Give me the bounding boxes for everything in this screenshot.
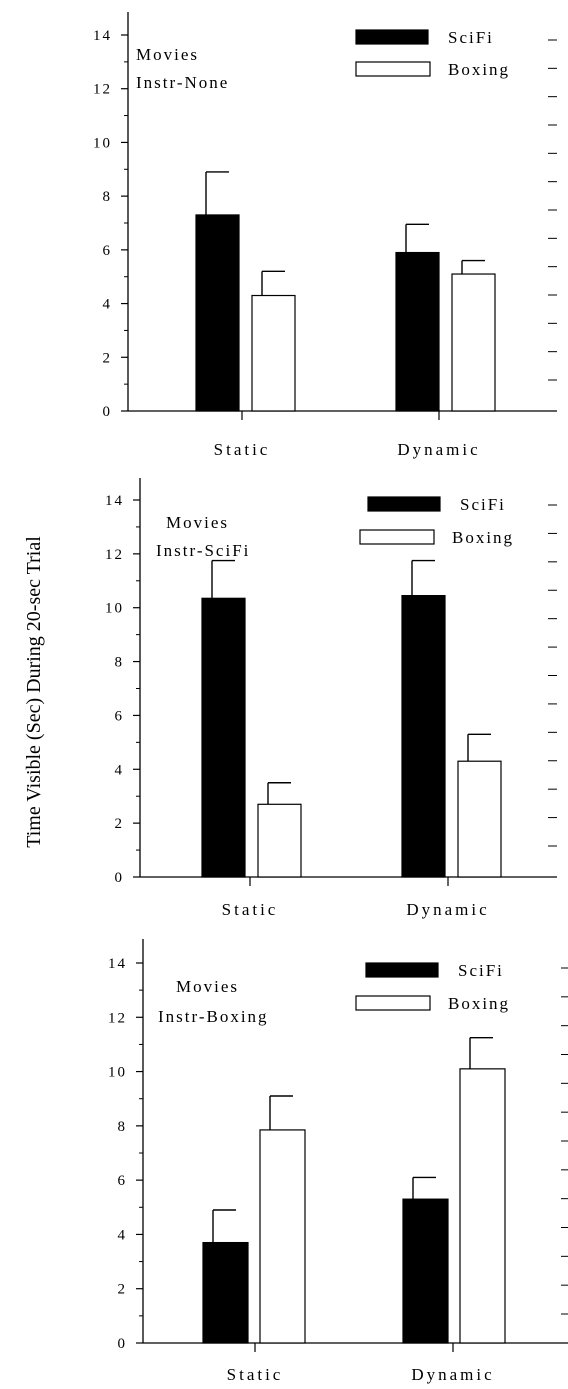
y-tick-label: 14	[108, 956, 127, 972]
y-tick-label: 4	[103, 297, 113, 313]
legend-label-scifi: SciFi	[458, 961, 504, 980]
legend-swatch-boxing	[355, 995, 431, 1011]
y-tick-label: 10	[105, 601, 124, 617]
bar-scifi-dynamic	[395, 251, 440, 412]
y-tick-label: 8	[103, 189, 113, 205]
legend-swatch-scifi	[367, 496, 441, 512]
bar-boxing-static	[259, 1129, 306, 1344]
bar-scifi-static	[195, 214, 240, 412]
y-tick-label: 6	[118, 1173, 128, 1189]
bar-scifi-static	[202, 1241, 249, 1344]
bar-boxing-dynamic	[459, 1068, 506, 1344]
panel-annotation: Movies	[136, 45, 199, 64]
bar-scifi-dynamic	[402, 1198, 449, 1344]
bar-boxing-dynamic	[457, 760, 502, 878]
legend-swatch-boxing	[359, 529, 435, 545]
y-tick-label: 8	[115, 655, 125, 671]
x-tick-label: Static	[227, 1365, 284, 1384]
legend-label-scifi: SciFi	[448, 28, 494, 47]
bar-boxing-static	[251, 294, 296, 412]
panel-annotation: Movies	[166, 513, 229, 532]
y-tick-label: 0	[103, 404, 113, 420]
bar-scifi-static	[201, 597, 246, 878]
y-tick-label: 10	[93, 135, 112, 151]
y-tick-label: 12	[108, 1010, 127, 1026]
y-tick-label: 4	[115, 762, 125, 778]
legend-swatch-scifi	[355, 29, 429, 45]
bar-boxing-static	[257, 803, 302, 878]
y-tick-label: 6	[115, 708, 125, 724]
y-tick-label: 2	[118, 1282, 128, 1298]
y-tick-label: 6	[103, 243, 113, 259]
legend-swatch-boxing	[355, 61, 431, 77]
legend-label-boxing: Boxing	[452, 528, 514, 547]
bar-scifi-dynamic	[401, 594, 446, 878]
x-tick-label: Dynamic	[397, 440, 480, 459]
x-tick-label: Static	[214, 440, 271, 459]
panel-annotation: Instr-Boxing	[158, 1007, 269, 1026]
legend-label-boxing: Boxing	[448, 60, 510, 79]
y-tick-label: 14	[93, 28, 112, 44]
y-tick-label: 12	[93, 82, 112, 98]
y-tick-label: 2	[115, 816, 125, 832]
bar-boxing-dynamic	[451, 273, 496, 412]
x-tick-label: Static	[222, 900, 279, 919]
y-tick-label: 12	[105, 547, 124, 563]
y-tick-label: 0	[118, 1336, 128, 1352]
x-tick-label: Dynamic	[406, 900, 489, 919]
y-tick-label: 8	[118, 1119, 128, 1135]
y-axis-label: Time Visible (Sec) During 20-sec Trial	[23, 536, 45, 848]
y-tick-label: 10	[108, 1065, 127, 1081]
legend-label-scifi: SciFi	[460, 495, 506, 514]
legend-swatch-scifi	[365, 962, 439, 978]
panel-annotation: Instr-None	[136, 73, 229, 92]
y-tick-label: 0	[115, 870, 125, 886]
y-tick-label: 14	[105, 493, 124, 509]
x-tick-label: Dynamic	[411, 1365, 494, 1384]
panel-annotation: Movies	[176, 977, 239, 996]
legend-label-boxing: Boxing	[448, 994, 510, 1013]
y-tick-label: 4	[118, 1227, 128, 1243]
panel-annotation: Instr-SciFi	[156, 541, 250, 560]
y-tick-label: 2	[103, 350, 113, 366]
